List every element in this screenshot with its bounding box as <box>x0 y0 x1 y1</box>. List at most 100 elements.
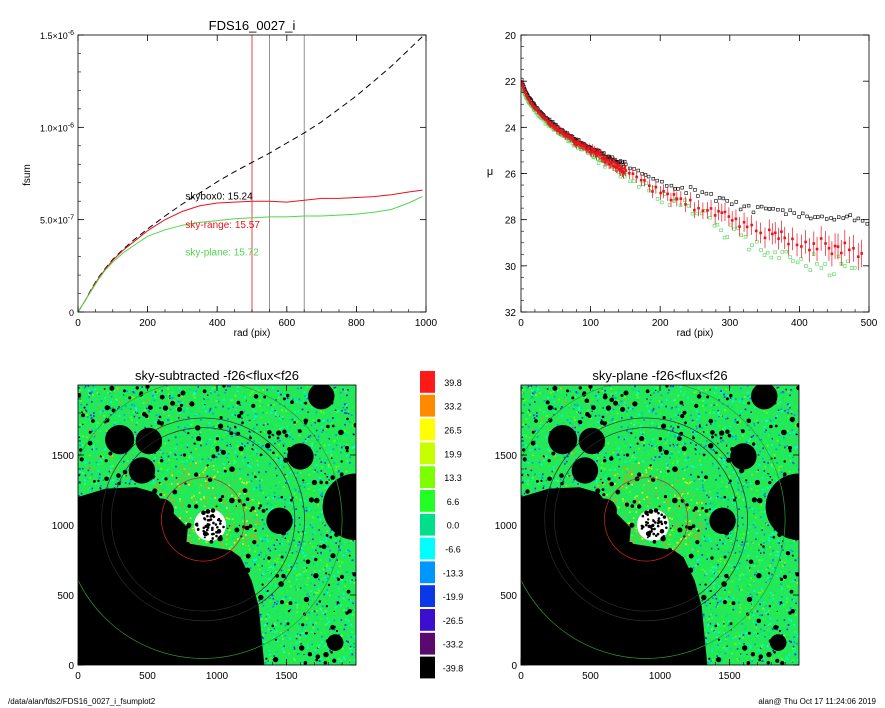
image-pixel <box>318 487 320 490</box>
image-pixel <box>282 443 285 446</box>
image-pixel <box>223 399 225 401</box>
image-pixel <box>272 597 275 600</box>
image-pixel <box>178 461 180 463</box>
image-pixel <box>244 535 246 538</box>
image-pixel <box>305 506 308 509</box>
image-pixel <box>342 406 345 409</box>
image-pixel <box>305 557 308 560</box>
mu-point <box>701 209 705 213</box>
image-pixel <box>326 617 329 620</box>
image-pixel <box>190 410 193 412</box>
image-pixel <box>315 622 317 624</box>
image-pixel <box>266 458 269 461</box>
image-pixel <box>207 399 209 401</box>
image-pixel <box>233 528 236 530</box>
mu-point <box>589 151 593 154</box>
image-pixel <box>304 586 307 588</box>
image-pixel <box>292 530 294 533</box>
mu-point <box>612 160 616 164</box>
image-pixel <box>135 420 137 423</box>
image-pixel <box>260 469 262 471</box>
image-pixel <box>89 472 92 475</box>
image-pixel <box>127 460 129 462</box>
image-pixel <box>267 421 270 423</box>
image-pixel <box>323 629 326 631</box>
image-pixel <box>345 412 348 415</box>
image-pixel <box>308 595 310 598</box>
image-pixel <box>274 564 277 567</box>
image-pixel <box>244 396 246 399</box>
image-pixel <box>307 613 310 615</box>
image-pixel <box>304 591 307 594</box>
image-pixel <box>102 480 105 483</box>
image-pixel <box>189 542 192 544</box>
image-pixel <box>154 463 156 466</box>
image-pixel <box>84 474 87 477</box>
image-pixel <box>271 474 273 477</box>
image-pixel <box>178 417 180 419</box>
image-pixel <box>284 576 287 579</box>
image-pixel <box>186 423 188 426</box>
image-pixel <box>168 398 170 400</box>
image-pixel <box>313 502 316 505</box>
image-pixel <box>283 483 286 485</box>
image-pixel <box>269 636 272 639</box>
image-pixel <box>312 516 314 518</box>
image-pixel <box>215 474 218 477</box>
image-pixel <box>316 450 318 453</box>
image-pixel <box>174 486 176 488</box>
image-pixel <box>155 391 158 393</box>
image-pixel <box>305 630 307 632</box>
image-pixel <box>264 662 267 664</box>
image-pixel <box>211 478 214 481</box>
fsum-ytick-label: 1.5×10-6 <box>40 30 74 41</box>
image-pixel <box>287 387 289 390</box>
image-pixel <box>210 444 213 446</box>
image-pixel <box>302 400 305 402</box>
image-pixel <box>272 622 275 625</box>
image-pixel <box>240 506 243 508</box>
image-pixel <box>158 390 161 392</box>
image-pixel <box>256 423 258 426</box>
image-pixel <box>135 424 137 426</box>
image-pixel <box>241 424 243 426</box>
image-pixel <box>303 655 305 657</box>
image-pixel <box>344 664 346 665</box>
mu-point <box>769 255 773 260</box>
image-pixel <box>290 585 292 587</box>
mu-point <box>856 255 860 258</box>
image-pixel <box>246 448 249 450</box>
image-pixel <box>345 571 348 573</box>
image-pixel <box>314 443 317 445</box>
image-pixel <box>277 415 280 417</box>
image-pixel <box>201 475 204 477</box>
image-pixel <box>169 395 171 397</box>
image-pixel <box>343 409 346 411</box>
mu-point <box>559 128 563 132</box>
image-pixel <box>291 418 294 421</box>
mu-point <box>602 157 606 160</box>
image-pixel <box>344 391 347 393</box>
image-pixel <box>337 596 340 598</box>
image-pixel <box>262 604 265 607</box>
image-pixel <box>303 571 305 573</box>
image-pixel <box>204 397 206 399</box>
image-pixel <box>216 460 219 463</box>
mu-point <box>594 152 597 155</box>
image-pixel <box>340 626 343 629</box>
image-pixel <box>247 388 249 391</box>
image-pixel <box>197 386 199 388</box>
image-pixel <box>228 462 231 465</box>
image-pixel <box>121 473 124 476</box>
image-pixel <box>344 541 346 543</box>
image-pixel <box>90 482 93 485</box>
image-pixel <box>115 398 117 401</box>
image-pixel <box>218 451 220 453</box>
image-pixel <box>283 466 285 468</box>
image-pixel <box>231 453 233 455</box>
image-pixel <box>326 580 328 583</box>
image-pixel <box>124 482 127 484</box>
image-pixel <box>343 403 346 406</box>
image-pixel <box>326 589 329 591</box>
image-pixel <box>289 627 292 629</box>
